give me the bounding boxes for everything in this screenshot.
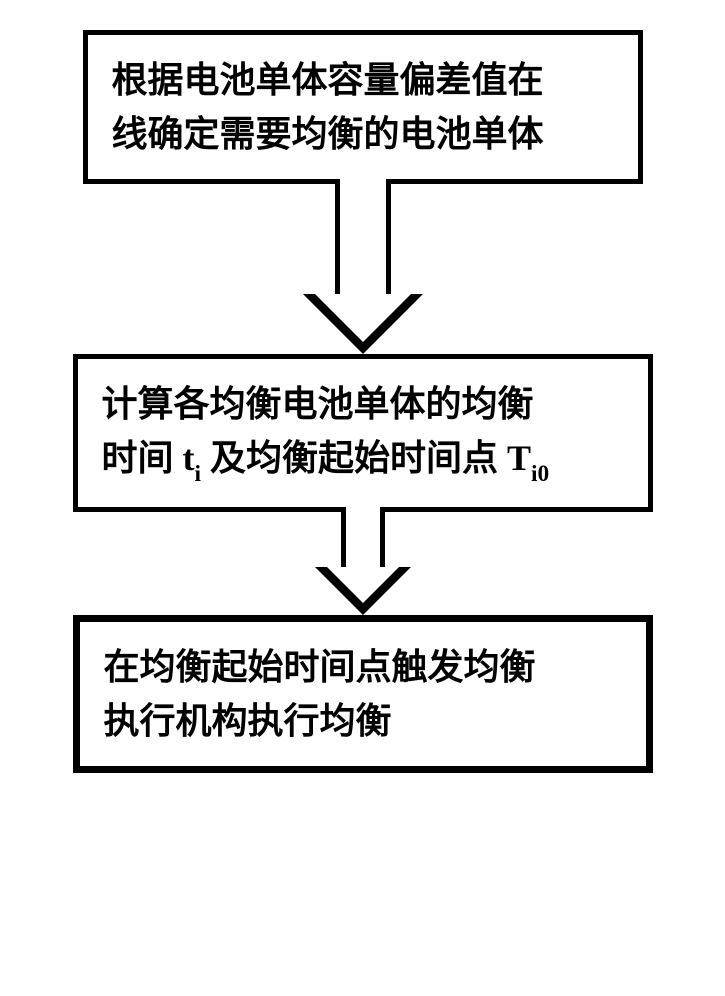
step-2-sub-1: i (195, 461, 202, 487)
step-1-line-2: 线确定需要均衡的电池单体 (112, 107, 614, 161)
arrow-1 (335, 179, 391, 354)
step-2-line-2-mid: 及均衡起始时间点 T (201, 438, 531, 478)
flowchart-step-1: 根据电池单体容量偏差值在 线确定需要均衡的电池单体 (83, 30, 643, 184)
arrow-2-cover (346, 562, 380, 572)
step-3-line-2: 执行机构执行均衡 (104, 694, 622, 748)
step-2-sub-2: i0 (531, 461, 549, 487)
step-3-line-1: 在均衡起始时间点触发均衡 (104, 640, 622, 694)
arrow-1-cover (340, 289, 386, 299)
flowchart-step-3: 在均衡起始时间点触发均衡 执行机构执行均衡 (73, 615, 653, 773)
step-2-line-2-prefix: 时间 t (102, 438, 195, 478)
arrow-2 (341, 507, 385, 615)
step-2-line-2: 时间 ti 及均衡起始时间点 Ti0 (102, 431, 624, 489)
flowchart-container: 根据电池单体容量偏差值在 线确定需要均衡的电池单体 计算各均衡电池单体的均衡 时… (63, 30, 663, 773)
flowchart-step-2: 计算各均衡电池单体的均衡 时间 ti 及均衡起始时间点 Ti0 (73, 354, 653, 512)
step-1-line-1: 根据电池单体容量偏差值在 (112, 53, 614, 107)
arrow-1-shaft (335, 179, 391, 294)
arrow-2-shaft (341, 507, 385, 567)
step-2-line-1: 计算各均衡电池单体的均衡 (102, 377, 624, 431)
